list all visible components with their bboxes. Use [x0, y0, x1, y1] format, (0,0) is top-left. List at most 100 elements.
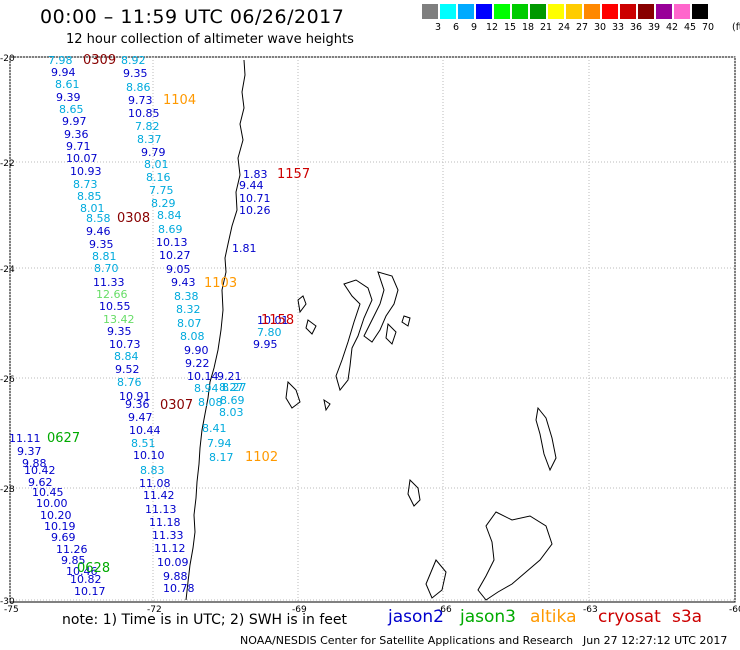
- legend-swatch: [548, 4, 564, 19]
- wave-height-value: 8.83: [140, 464, 165, 477]
- wave-height-value: 10.13: [156, 236, 188, 249]
- legend-label: 24: [557, 22, 571, 33]
- legend-swatch: [674, 4, 690, 19]
- wave-height-value: 10.82: [70, 573, 102, 586]
- wave-height-value: 9.52: [115, 363, 140, 376]
- lon-tick-label: -66: [437, 605, 452, 615]
- wave-height-value: 9.90: [184, 344, 209, 357]
- legend-label: 27: [575, 22, 589, 33]
- wave-height-value: 9.95: [253, 338, 278, 351]
- legend-label: 12: [485, 22, 499, 33]
- coastline-east-b: [363, 271, 411, 345]
- wave-height-value: 11.18: [149, 516, 181, 529]
- wave-height-value: 9.22: [185, 357, 210, 370]
- lon-tick-label: -69: [292, 605, 307, 615]
- wave-height-value: 13.42: [103, 313, 135, 326]
- wave-height-value: 8.58: [86, 212, 111, 225]
- wave-height-labels: 7.989.948.619.398.659.979.369.7110.0710.…: [9, 53, 310, 598]
- wave-height-value: 8.32: [176, 303, 201, 316]
- wave-height-value: 9.44: [239, 179, 264, 192]
- wave-height-value: 10.26: [239, 204, 271, 217]
- legend-swatch: [476, 4, 492, 19]
- legend-label: 15: [503, 22, 517, 33]
- wave-height-value: 11.26: [56, 543, 88, 556]
- lat-tick-label: -30: [0, 597, 15, 607]
- satellite-legend-jason3: jason3: [460, 607, 516, 627]
- wave-height-value: 9.97: [62, 115, 87, 128]
- legend-label: 6: [452, 22, 460, 33]
- wave-height-value: 9.71: [66, 140, 91, 153]
- pass-time-label: 0628: [77, 561, 110, 576]
- wave-height-value: 10.44: [129, 424, 161, 437]
- wave-height-value: 9.88: [22, 457, 47, 470]
- wave-height-value: 10.85: [128, 107, 160, 120]
- wave-height-value: 12.66: [96, 288, 128, 301]
- wave-height-value: 9.43: [171, 276, 196, 289]
- wave-height-value: 7.75: [149, 184, 174, 197]
- legend-label: 9: [470, 22, 478, 33]
- credit-line: NOAA/NESDIS Center for Satellite Applica…: [240, 634, 574, 647]
- wave-height-value: 10.27: [159, 249, 191, 262]
- satellite-legend-s3a: s3a: [672, 607, 703, 627]
- wave-height-value: 10.42: [24, 464, 56, 477]
- wave-height-value: 10.01: [257, 314, 289, 327]
- wave-height-value: 8.69: [158, 223, 183, 236]
- wave-height-value: 9.35: [123, 67, 148, 80]
- page-subtitle: 12 hour collection of altimeter wave hei…: [66, 32, 354, 47]
- wave-height-value: 8.92: [121, 54, 146, 67]
- wave-height-value: 8.08: [198, 396, 223, 409]
- legend-swatch: [530, 4, 546, 19]
- wave-height-value: 1.83: [243, 168, 268, 181]
- pass-time-label: 0308: [117, 211, 150, 226]
- legend-label: 39: [647, 22, 661, 33]
- pass-time-label: 0309: [83, 53, 116, 68]
- wave-height-value: 8.37: [137, 133, 162, 146]
- pass-time-label: 0627: [47, 431, 80, 446]
- satellite-legend-altika: altika: [530, 607, 577, 627]
- wave-height-value: 10.09: [157, 556, 189, 569]
- wave-height-value: 8.51: [131, 437, 156, 450]
- legend-label: 42: [665, 22, 679, 33]
- wave-height-value: 8.73: [73, 178, 98, 191]
- lat-tick-label: -28: [0, 485, 15, 495]
- wave-height-value: 10.73: [109, 338, 141, 351]
- wave-height-value: 10.46: [66, 565, 98, 578]
- wave-height-value: 8.38: [174, 290, 199, 303]
- wave-height-value: 8.86: [126, 81, 151, 94]
- wave-height-value: 8.84: [157, 209, 182, 222]
- wave-height-value: 8.29: [151, 197, 176, 210]
- legend-swatch: [584, 4, 600, 19]
- page-title: 00:00 – 11:59 UTC 06/26/2017: [40, 6, 345, 28]
- legend-swatch: [638, 4, 654, 19]
- lat-tick-label: -20: [0, 54, 15, 64]
- wave-height-value: 9.36: [125, 398, 150, 411]
- lon-tick-label: -60: [729, 605, 740, 615]
- wave-height-value: 7.98: [48, 54, 73, 67]
- pass-time-label: 1102: [245, 450, 278, 465]
- lon-tick-label: -72: [147, 605, 162, 615]
- wave-height-value: 10.19: [44, 520, 76, 533]
- legend-label: 36: [629, 22, 643, 33]
- wave-height-value: 8.61: [55, 78, 80, 91]
- wave-height-value: 7.82: [135, 120, 160, 133]
- coastline-east-a: [297, 279, 373, 392]
- wave-height-value: 11.33: [152, 529, 184, 542]
- wave-height-value: 10.78: [163, 582, 195, 595]
- wave-height-value: 7.94: [207, 437, 232, 450]
- wave-height-value: 9.73: [128, 94, 153, 107]
- wave-height-value: 8.41: [202, 422, 227, 435]
- wave-height-value: 9.94: [51, 66, 76, 79]
- legend-swatch: [422, 4, 438, 19]
- wave-height-value: 8.27: [222, 381, 247, 394]
- satellite-legend-jason2: jason2: [388, 607, 444, 627]
- wave-height-value: 8.01: [144, 158, 169, 171]
- wave-height-value: 8.84: [114, 350, 139, 363]
- wave-height-value: 1.81: [232, 242, 257, 255]
- legend-label: 33: [611, 22, 625, 33]
- wave-height-value: 10.10: [133, 449, 165, 462]
- wave-height-value: 8.16: [146, 171, 171, 184]
- legend-swatch: [566, 4, 582, 19]
- wave-height-value: 10.07: [66, 152, 98, 165]
- lat-tick-label: -24: [0, 265, 15, 275]
